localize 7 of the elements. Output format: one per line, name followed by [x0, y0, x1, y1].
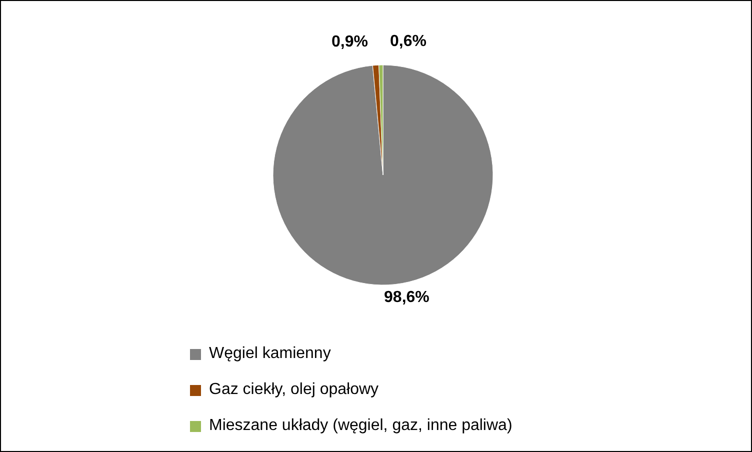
legend-label: Gaz ciekły, olej opałowy — [209, 381, 379, 399]
data-label: 98,6% — [384, 289, 430, 306]
legend-label: Mieszane układy (węgiel, gaz, inne paliwa) — [209, 417, 512, 435]
data-label: 0,6% — [390, 33, 426, 50]
pie-slice — [272, 64, 494, 286]
legend-label: Węgiel kamienny — [209, 345, 331, 363]
data-label: 0,9% — [332, 33, 368, 51]
